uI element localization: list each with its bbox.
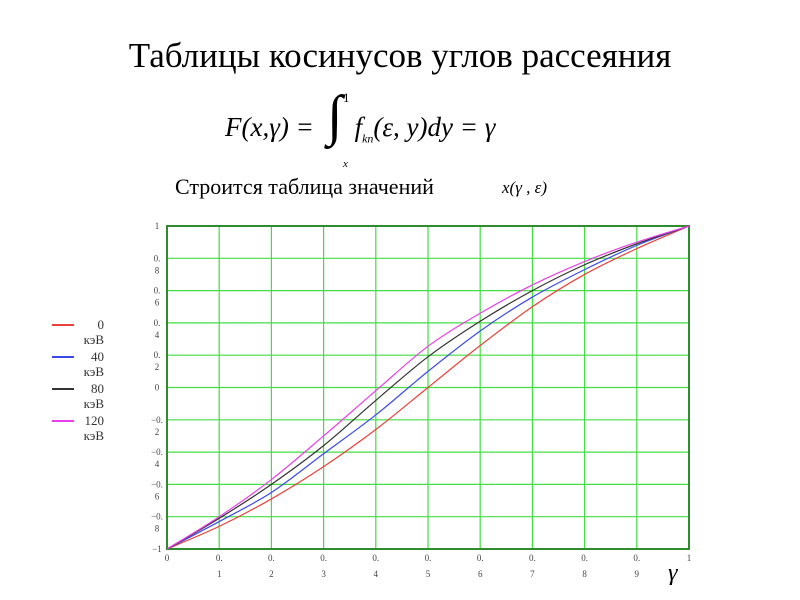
legend-label: 0 кэВ — [83, 317, 104, 347]
x-tick-label: 0. 2 — [268, 553, 275, 579]
formula: F(x,γ) = fkn(ε, y)dy = γ — [225, 112, 495, 146]
legend-swatch — [52, 356, 74, 358]
legend-label: 80 кэВ — [83, 381, 104, 411]
legend-swatch — [52, 420, 74, 422]
x-tick-label: 0. 1 — [216, 553, 223, 579]
y-tick-label: 0. 6 — [154, 286, 161, 308]
x-tick-label: 0. 3 — [320, 553, 327, 579]
formula-lhs: F(x,γ) = — [225, 112, 321, 142]
integral-lower-limit: x — [343, 158, 348, 170]
y-tick-label: −1 — [152, 544, 162, 554]
x-tick-label: 0. 8 — [581, 553, 588, 579]
formula-integrand: f — [354, 112, 363, 142]
legend-label: 40 кэВ — [83, 349, 104, 379]
integral-upper-limit: 1 — [343, 90, 350, 105]
y-tick-label: 1 — [155, 221, 160, 231]
legend-swatch — [52, 324, 74, 326]
plot-frame — [166, 225, 690, 550]
slide-title: Таблицы косинусов углов рассеяния — [128, 36, 672, 75]
series-line-2 — [166, 225, 690, 550]
x-axis-label: γ — [668, 560, 678, 586]
x-tick-label: 1 — [687, 553, 692, 563]
x-tick-label: 0. 7 — [529, 553, 536, 579]
y-tick-label: −0. 6 — [151, 479, 163, 501]
subtitle: Строится таблица значений — [175, 174, 434, 199]
y-tick-label: 0. 4 — [154, 318, 161, 340]
x-tick-label: 0. 6 — [477, 553, 484, 579]
formula-args: (ε, y)dy = γ — [373, 112, 496, 142]
y-tick-label: 0. 8 — [154, 253, 161, 275]
formula-subscript: kn — [362, 131, 374, 146]
legend-label: 120 кэВ — [83, 413, 104, 443]
x-tick-label: 0. 9 — [633, 553, 640, 579]
x-tick-label: 0 — [165, 553, 170, 563]
integral-sign: ∫ — [327, 85, 343, 147]
series-line-3 — [166, 225, 690, 550]
legend-swatch — [52, 388, 74, 390]
x-tick-label: 0. 4 — [372, 553, 379, 579]
subtitle-expression: x(γ , ε) — [502, 178, 548, 197]
y-tick-label: 0. 2 — [154, 350, 161, 372]
y-tick-label: −0. 2 — [151, 415, 163, 437]
y-tick-label: 0 — [155, 383, 160, 393]
series-line-1 — [166, 225, 690, 550]
y-tick-label: −0. 4 — [151, 447, 163, 469]
y-tick-label: −0. 8 — [151, 512, 163, 534]
series-line-0 — [166, 225, 690, 550]
x-tick-label: 0. 5 — [425, 553, 432, 579]
